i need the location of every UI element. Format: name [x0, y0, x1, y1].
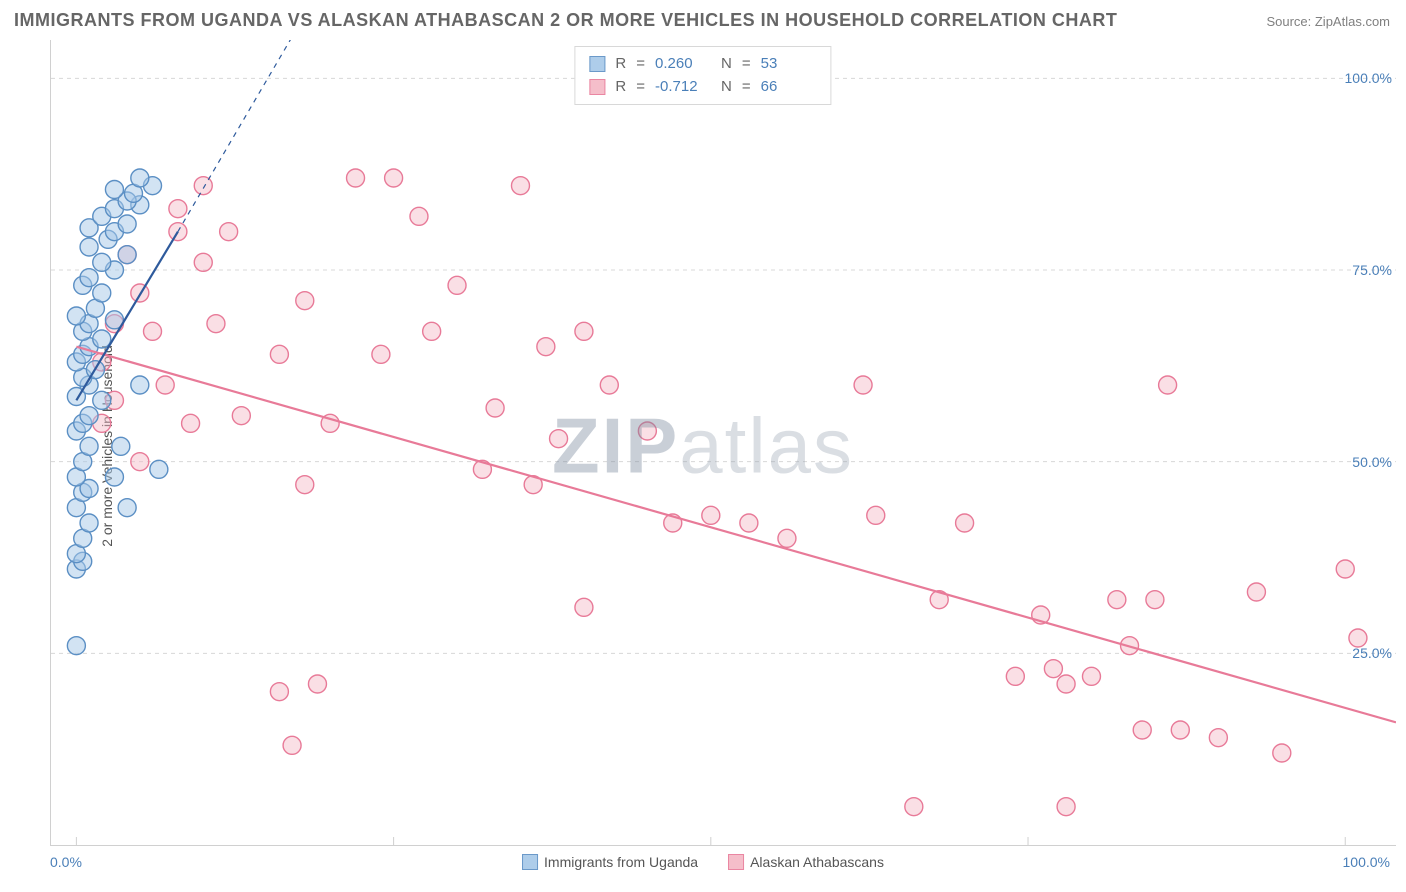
eq-label-2: = [742, 53, 751, 76]
swatch-uganda-icon [589, 56, 605, 72]
n-label: N [721, 76, 732, 99]
legend-bottom: Immigrants from Uganda Alaskan Athabasca… [522, 854, 884, 870]
x-axis-min-label: 0.0% [50, 854, 82, 870]
chart-title: IMMIGRANTS FROM UGANDA VS ALASKAN ATHABA… [14, 10, 1117, 31]
r-label: R [615, 53, 626, 76]
swatch-uganda-icon [522, 854, 538, 870]
y-tick-label: 100.0% [1345, 70, 1392, 86]
eq-label: = [636, 53, 645, 76]
y-tick-label: 75.0% [1352, 262, 1392, 278]
swatch-athabascan-icon [728, 854, 744, 870]
source-label: Source: ZipAtlas.com [1266, 14, 1390, 29]
n-value-uganda: 53 [761, 53, 817, 76]
scatter-svg [51, 40, 1396, 845]
n-label: N [721, 53, 732, 76]
y-tick-label: 25.0% [1352, 645, 1392, 661]
legend-label-athabascan: Alaskan Athabascans [750, 854, 884, 870]
chart-plot-area [50, 40, 1396, 846]
legend-item-uganda: Immigrants from Uganda [522, 854, 698, 870]
legend-item-athabascan: Alaskan Athabascans [728, 854, 884, 870]
x-axis-max-label: 100.0% [1343, 854, 1390, 870]
y-tick-label: 50.0% [1352, 454, 1392, 470]
swatch-athabascan-icon [589, 79, 605, 95]
stats-row-uganda: R = 0.260 N = 53 [589, 53, 816, 76]
r-value-athabascan: -0.712 [655, 76, 711, 99]
legend-label-uganda: Immigrants from Uganda [544, 854, 698, 870]
stats-legend-box: R = 0.260 N = 53 R = -0.712 N = 66 [574, 46, 831, 105]
eq-label: = [636, 76, 645, 99]
eq-label-2: = [742, 76, 751, 99]
n-value-athabascan: 66 [761, 76, 817, 99]
stats-row-athabascan: R = -0.712 N = 66 [589, 76, 816, 99]
r-label: R [615, 76, 626, 99]
r-value-uganda: 0.260 [655, 53, 711, 76]
